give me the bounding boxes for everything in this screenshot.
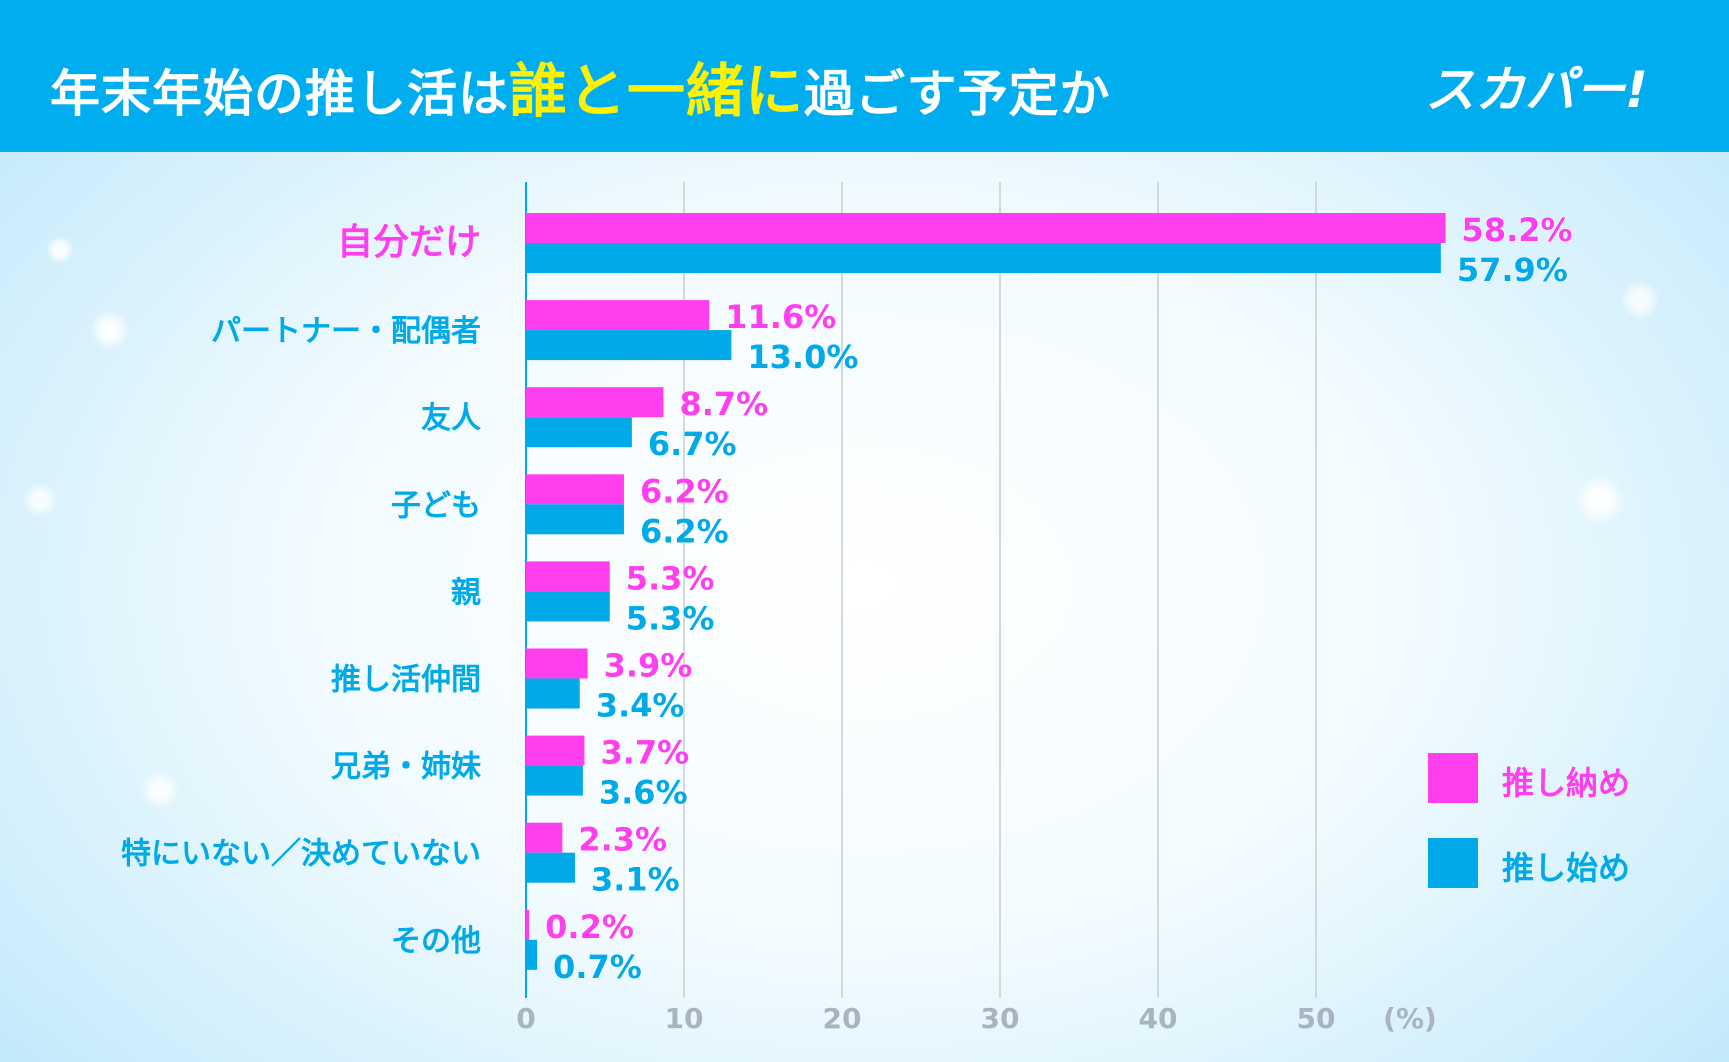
page-title: 年末年始の推し活は誰と一緒に過ごす予定か bbox=[50, 44, 1111, 128]
bar-series-2 bbox=[526, 939, 538, 970]
bar-series-1 bbox=[526, 213, 1446, 243]
bar-series-1 bbox=[526, 822, 563, 853]
value-label: 5.3% bbox=[626, 599, 715, 637]
x-tick-label: 30 bbox=[981, 1002, 1020, 1035]
value-label: 0.7% bbox=[553, 948, 642, 986]
bar-series-2 bbox=[526, 330, 732, 361]
legend-swatch-series-2 bbox=[1428, 838, 1478, 888]
legend-label-series-1: 推し納め bbox=[1502, 764, 1631, 802]
title-part: 年末年始の推し活は bbox=[50, 65, 509, 123]
bar-series-1 bbox=[526, 474, 624, 505]
x-tick-label: 20 bbox=[823, 1002, 862, 1035]
value-label: 8.7% bbox=[679, 385, 768, 423]
category-label: 友人 bbox=[421, 401, 481, 436]
bar-series-2 bbox=[526, 417, 632, 448]
category-label: 特にいない／決めていない bbox=[121, 837, 481, 872]
bar-series-2 bbox=[526, 852, 575, 883]
title-highlight: 誰と一緒に bbox=[509, 57, 805, 125]
value-label: 6.7% bbox=[648, 425, 737, 463]
x-unit-label: (%) bbox=[1383, 1002, 1437, 1035]
bar-series-1 bbox=[526, 648, 588, 679]
bar-series-1 bbox=[526, 300, 710, 331]
header-banner: 年末年始の推し活は誰と一緒に過ごす予定か スカパー! bbox=[0, 0, 1729, 152]
category-label: その他 bbox=[391, 924, 481, 959]
value-label: 6.2% bbox=[640, 512, 729, 550]
value-label: 3.1% bbox=[591, 861, 680, 899]
legend-swatch-series-1 bbox=[1428, 753, 1478, 803]
bar-series-2 bbox=[526, 504, 624, 535]
x-tick-label: 40 bbox=[1139, 1002, 1178, 1035]
value-label: 2.3% bbox=[578, 821, 667, 859]
value-label: 6.2% bbox=[640, 472, 729, 510]
category-label: 推し活仲間 bbox=[331, 663, 481, 698]
bar-series-1 bbox=[526, 909, 530, 940]
category-label: 自分だけ bbox=[337, 222, 481, 263]
value-label: 3.7% bbox=[600, 734, 689, 772]
value-label: 3.6% bbox=[599, 774, 688, 812]
value-label: 11.6% bbox=[725, 298, 836, 336]
legend-label-series-2: 推し始め bbox=[1502, 849, 1631, 887]
bar-series-1 bbox=[526, 387, 664, 418]
bar-series-2 bbox=[526, 678, 580, 709]
value-label: 57.9% bbox=[1457, 251, 1568, 289]
bar-series-1 bbox=[526, 735, 585, 766]
brand-logo: スカパー! bbox=[1425, 61, 1648, 119]
title-part: 過ごす予定か bbox=[804, 65, 1111, 123]
category-label: 子ども bbox=[391, 488, 481, 523]
value-label: 0.2% bbox=[545, 908, 634, 946]
bar-series-2 bbox=[526, 765, 583, 796]
value-label: 13.0% bbox=[747, 338, 858, 376]
value-label: 3.4% bbox=[596, 687, 685, 725]
bar-series-1 bbox=[526, 561, 610, 592]
value-label: 3.9% bbox=[604, 647, 693, 685]
x-tick-label: 50 bbox=[1297, 1002, 1336, 1035]
x-tick-label: 0 bbox=[516, 1002, 535, 1035]
bar-series-2 bbox=[526, 243, 1441, 273]
category-label: 兄弟・姉妹 bbox=[331, 750, 481, 785]
bar-series-2 bbox=[526, 591, 610, 622]
category-label: パートナー・配偶者 bbox=[211, 314, 481, 349]
value-label: 58.2% bbox=[1462, 211, 1573, 249]
category-label: 親 bbox=[451, 575, 481, 610]
x-tick-label: 10 bbox=[665, 1002, 704, 1035]
value-label: 5.3% bbox=[626, 559, 715, 597]
